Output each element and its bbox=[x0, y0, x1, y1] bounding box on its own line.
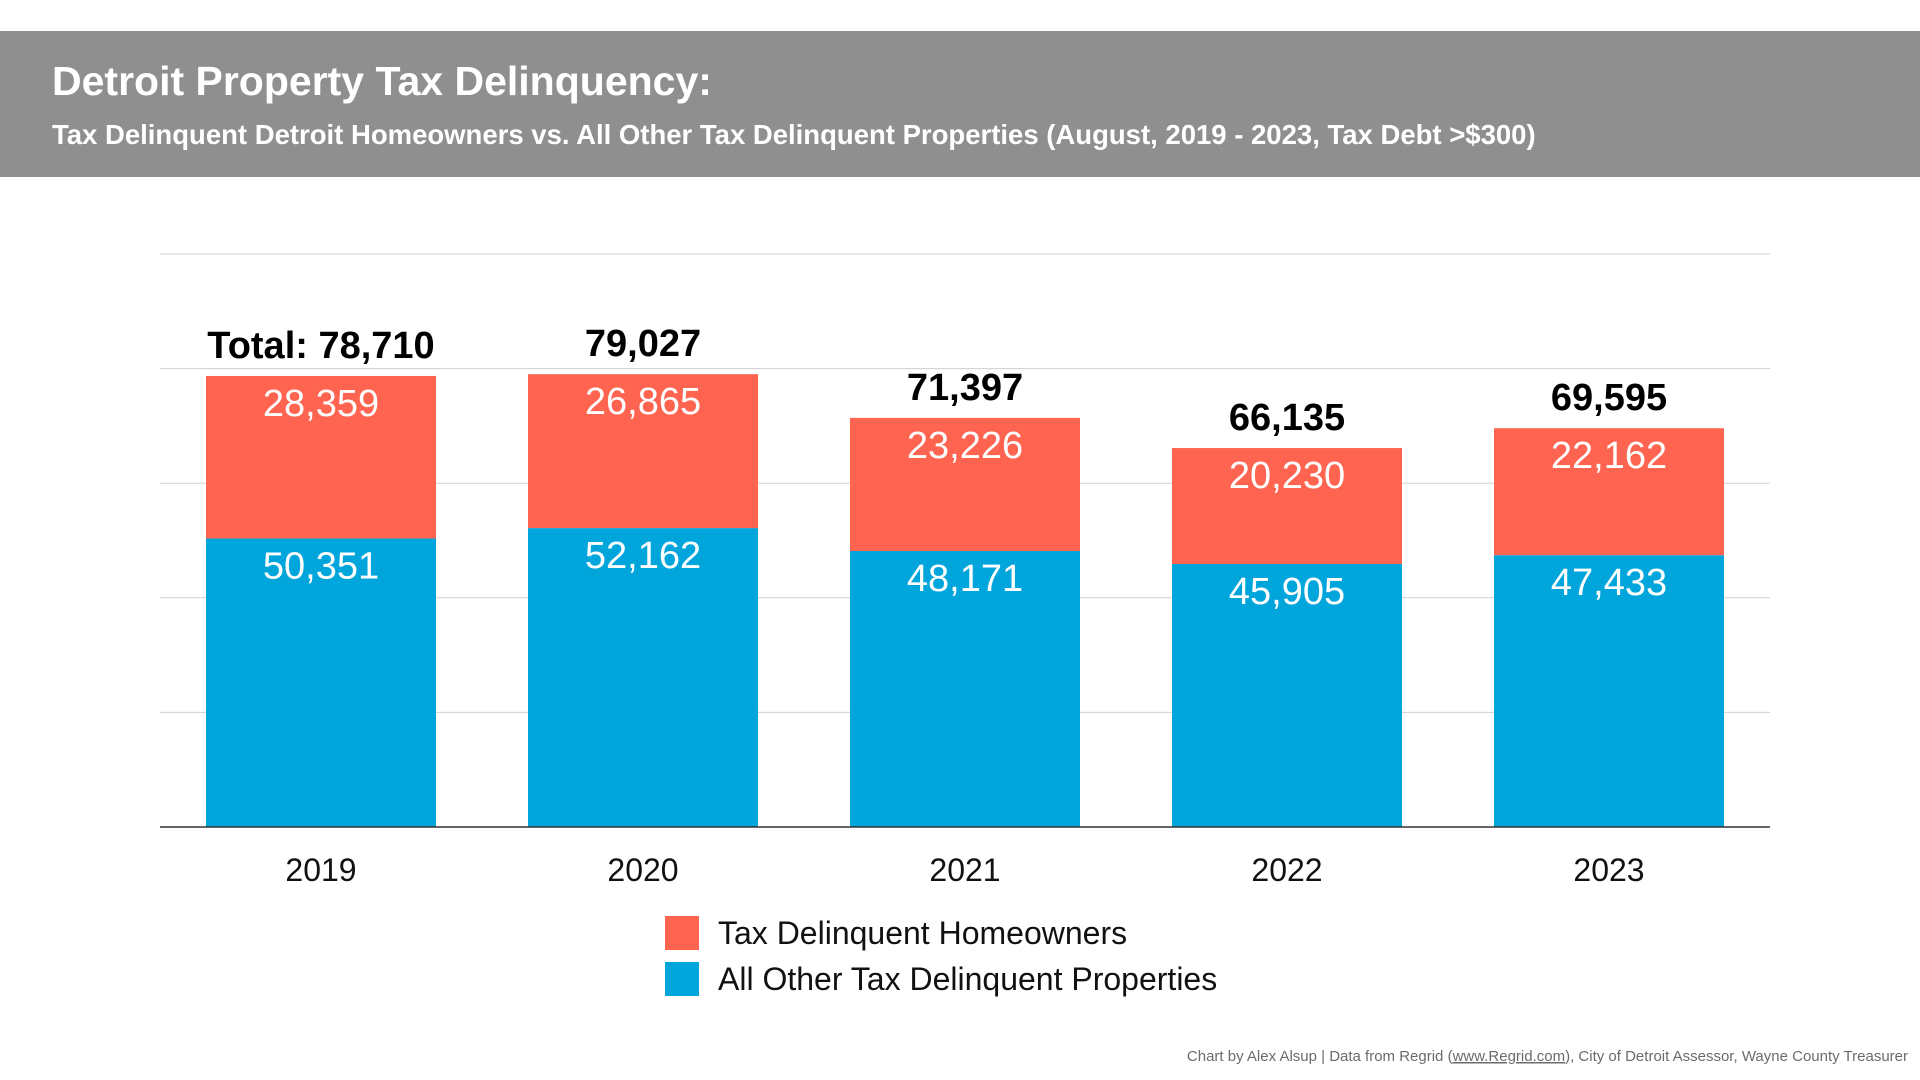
bar-homeowners bbox=[1494, 428, 1724, 556]
data-label-other-properties: 45,905 bbox=[1229, 571, 1345, 613]
data-label-homeowners: 28,359 bbox=[263, 383, 379, 425]
bar-homeowners bbox=[850, 417, 1080, 551]
bar-other-properties bbox=[1172, 563, 1402, 827]
total-label: 71,397 bbox=[907, 367, 1023, 409]
bar-homeowners bbox=[206, 375, 436, 539]
data-label-other-properties: 50,351 bbox=[263, 545, 379, 587]
x-tick-label: 2019 bbox=[285, 852, 356, 888]
credit-suffix: ), City of Detroit Assessor, Wayne Count… bbox=[1565, 1048, 1908, 1065]
chart-title: Detroit Property Tax Delinquency: bbox=[52, 58, 712, 104]
data-label-homeowners: 26,865 bbox=[585, 381, 701, 423]
credit-line: Chart by Alex Alsup | Data from Regrid (… bbox=[1187, 1048, 1908, 1065]
x-tick-label: 2020 bbox=[607, 852, 678, 888]
legend-swatch-other bbox=[665, 962, 699, 996]
total-label: 69,595 bbox=[1551, 377, 1667, 419]
data-label-other-properties: 52,162 bbox=[585, 535, 701, 577]
legend-swatch-homeowners bbox=[665, 916, 699, 950]
legend-label-homeowners: Tax Delinquent Homeowners bbox=[718, 915, 1127, 951]
bar-other-properties bbox=[1494, 555, 1724, 827]
total-label: 79,027 bbox=[585, 323, 701, 365]
legend: Tax Delinquent Homeowners All Other Tax … bbox=[665, 915, 1217, 997]
data-label-homeowners: 22,162 bbox=[1551, 435, 1667, 477]
data-label-other-properties: 47,433 bbox=[1551, 562, 1667, 604]
bar-segments bbox=[206, 374, 1724, 827]
bar-other-properties bbox=[850, 550, 1080, 827]
header-banner bbox=[0, 31, 1920, 177]
data-label-homeowners: 20,230 bbox=[1229, 455, 1345, 497]
credit-prefix: Chart by Alex Alsup | Data from Regrid ( bbox=[1187, 1048, 1453, 1065]
data-labels: 50,351 28,359 Total: 78,710 52,162 26,865 79,… bbox=[207, 323, 1667, 613]
total-label: Total: 78,710 bbox=[207, 325, 434, 367]
bar-homeowners bbox=[1172, 448, 1402, 564]
bar-homeowners bbox=[528, 374, 758, 529]
bar-other-properties bbox=[528, 528, 758, 827]
credit-link[interactable]: www.Regrid.com bbox=[1452, 1048, 1566, 1065]
chart-subtitle: Tax Delinquent Detroit Homeowners vs. Al… bbox=[52, 119, 1536, 150]
x-tick-label: 2021 bbox=[929, 852, 1000, 888]
data-label-other-properties: 48,171 bbox=[907, 558, 1023, 600]
legend-label-other: All Other Tax Delinquent Properties bbox=[718, 961, 1217, 997]
bar-other-properties bbox=[206, 538, 436, 827]
total-label: 66,135 bbox=[1229, 397, 1345, 439]
x-axis-ticks: 2019 2020 2021 2022 2023 bbox=[285, 852, 1644, 888]
data-label-homeowners: 23,226 bbox=[907, 425, 1023, 467]
x-tick-label: 2023 bbox=[1573, 852, 1644, 888]
x-tick-label: 2022 bbox=[1251, 852, 1322, 888]
